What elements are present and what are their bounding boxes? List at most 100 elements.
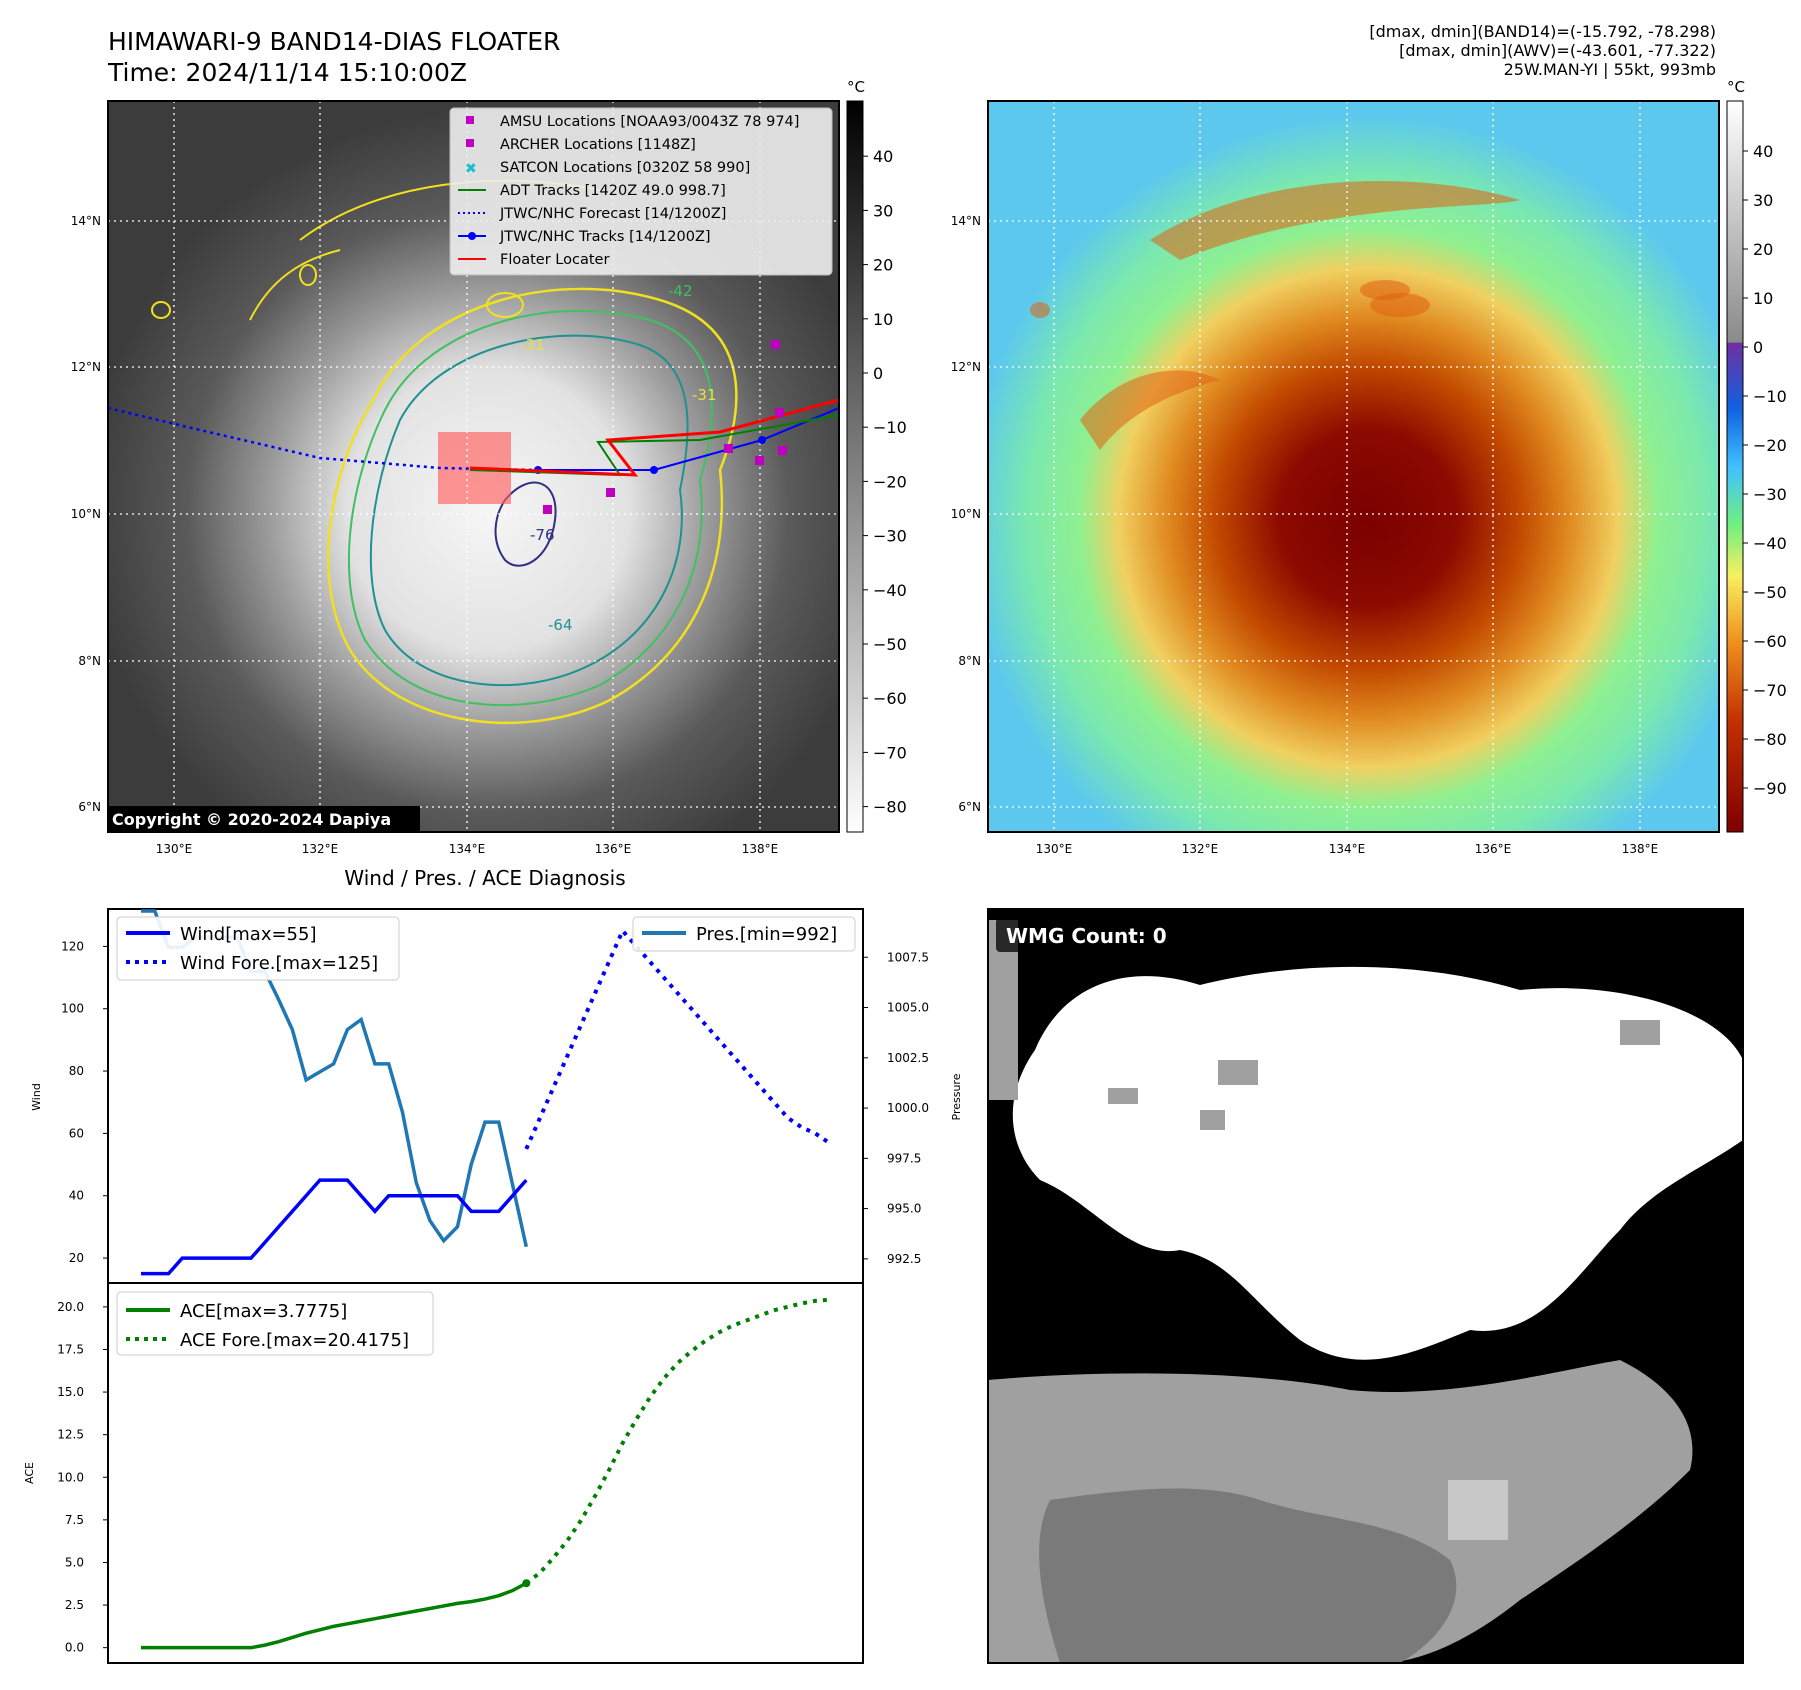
colorbar-tick-label: 10 bbox=[1753, 289, 1773, 308]
legend-amsu: AMSU Locations [NOAA93/0043Z 78 974] bbox=[500, 114, 799, 130]
lat-label-right: 10°N bbox=[951, 507, 981, 521]
contour-label-5: -76 bbox=[530, 526, 555, 544]
lat-label-left: 12°N bbox=[71, 360, 101, 374]
satcon-legend-marker: ✖ bbox=[465, 161, 477, 177]
lon-label-right: 130°E bbox=[1036, 842, 1073, 856]
right-colorbar-unit: °C bbox=[1727, 78, 1745, 96]
pressure-tick-label: 992.5 bbox=[887, 1252, 921, 1266]
ace-ylabel: ACE bbox=[23, 1462, 36, 1484]
right-colorbar-ticks: 40 30 20 10 0 −10 −20 −30 −40 −50 −60 −70 −80 −90 bbox=[1743, 142, 1787, 798]
lat-label-right: 14°N bbox=[951, 214, 981, 228]
wind-tick-label: 20 bbox=[69, 1251, 84, 1265]
track-legend-entries: AMSU Locations [NOAA93/0043Z 78 974] ARC… bbox=[458, 114, 799, 268]
ace-tick-label: 7.5 bbox=[65, 1513, 84, 1527]
ace-tick-label: 10.0 bbox=[57, 1470, 84, 1484]
legend-forecast: JTWC/NHC Forecast [14/1200Z] bbox=[499, 206, 726, 222]
colorbar-tick-label: −40 bbox=[873, 581, 907, 600]
ace-tick-label: 15.0 bbox=[57, 1385, 84, 1399]
colorbar-tick-label: 40 bbox=[1753, 142, 1773, 161]
lat-label-right: 6°N bbox=[958, 800, 981, 814]
contour-teal bbox=[369, 334, 689, 687]
ace-tick-label: 0.0 bbox=[65, 1641, 84, 1655]
pressure-tick-label: 997.5 bbox=[887, 1151, 921, 1165]
wmg-label-bg bbox=[996, 918, 1182, 952]
title-line-1: HIMAWARI-9 BAND14-DIAS FLOATER bbox=[108, 27, 561, 56]
map-coordinate-labels: 14°N 14°N 12°N 12°N 10°N 10°N 8°N 8°N 6°N 6°N 130°… bbox=[71, 214, 1659, 856]
info-line-1: [dmax, dmin](BAND14)=(-15.792, -78.298) bbox=[1369, 22, 1716, 41]
colorbar-tick-label: −70 bbox=[1753, 681, 1787, 700]
colorbar-tick-label: 0 bbox=[873, 364, 883, 383]
lon-label-left: 136°E bbox=[595, 842, 632, 856]
ace-endpoint bbox=[522, 1579, 531, 1588]
pressure-tick-label: 1005.0 bbox=[887, 1001, 929, 1015]
colorbar-tick-label: −40 bbox=[1753, 534, 1787, 553]
lat-label-right: 12°N bbox=[951, 360, 981, 374]
colorbar-tick-label: −10 bbox=[873, 418, 907, 437]
colorbar-tick-label: 30 bbox=[873, 201, 893, 220]
wind-legend-label: Wind[max=55] bbox=[180, 924, 317, 945]
colorbar-tick-label: 40 bbox=[873, 147, 893, 166]
colorbar-tick-label: −60 bbox=[873, 689, 907, 708]
archer-legend-marker bbox=[466, 139, 474, 147]
lon-label-left: 130°E bbox=[156, 842, 193, 856]
lon-label-right: 132°E bbox=[1182, 842, 1219, 856]
lat-label-left: 6°N bbox=[78, 800, 101, 814]
wind-forecast-legend-label: Wind Fore.[max=125] bbox=[180, 953, 378, 974]
contour-label-3: -42 bbox=[668, 282, 693, 300]
colorbar-tick-label: 20 bbox=[873, 256, 893, 275]
wmg-panel: WMG Count: 0 bbox=[987, 908, 1744, 1664]
lon-label-right: 136°E bbox=[1475, 842, 1512, 856]
colorbar-tick-label: −90 bbox=[1753, 779, 1787, 798]
rainband-features bbox=[1030, 180, 1520, 450]
colorbar-tick-label: −20 bbox=[1753, 436, 1787, 455]
copyright-text: Copyright © 2020-2024 Dapiya bbox=[112, 810, 391, 829]
pressure-tick-label: 995.0 bbox=[887, 1202, 921, 1216]
colorbar-tick-label: −30 bbox=[873, 527, 907, 546]
wind-legend bbox=[116, 916, 400, 981]
ace-legend-label: ACE[max=3.7775] bbox=[180, 1301, 347, 1322]
colorbar-tick-label: 20 bbox=[1753, 240, 1773, 259]
left-ir-map: -31 -31 -42 -64 -76 Copyright © 2020-202… bbox=[107, 78, 907, 833]
ace-line bbox=[141, 1581, 528, 1650]
right-ir-map: °C 40 30 20 10 0 −10 −20 −30 −40 −50 −60 −70 −80 −90 bbox=[987, 78, 1787, 833]
ace-tick-label: 17.5 bbox=[57, 1342, 84, 1356]
wmg-white-region bbox=[1012, 966, 1743, 1360]
wind-line bbox=[141, 1178, 528, 1276]
wind-tick-label: 100 bbox=[61, 1002, 84, 1016]
contour-yellow bbox=[327, 287, 738, 725]
colorbar-tick-label: −10 bbox=[1753, 387, 1787, 406]
colorbar-tick-label: −60 bbox=[1753, 632, 1787, 651]
copyright-bg bbox=[108, 806, 420, 832]
pressure-tick-label: 1007.5 bbox=[887, 950, 929, 964]
pressure-tick-label: 1000.0 bbox=[887, 1101, 929, 1115]
pressure-legend bbox=[632, 916, 856, 952]
lon-label-left: 138°E bbox=[742, 842, 779, 856]
jtwc-forecast-line bbox=[108, 406, 539, 472]
pressure-legend-label: Pres.[min=992] bbox=[696, 924, 837, 945]
contour-navy bbox=[494, 481, 557, 567]
ace-forecast-legend-label: ACE Fore.[max=20.4175] bbox=[180, 1330, 409, 1351]
contour-label-2: -31 bbox=[692, 386, 717, 404]
ace-tick-label: 2.5 bbox=[65, 1598, 84, 1612]
colorbar-tick-label: 10 bbox=[873, 310, 893, 329]
left-map-frame bbox=[107, 100, 840, 833]
ace-tick-label: 20.0 bbox=[57, 1300, 84, 1314]
legend-tracks: JTWC/NHC Tracks [14/1200Z] bbox=[499, 229, 711, 245]
lat-label-left: 10°N bbox=[71, 507, 101, 521]
wind-ylabel: Wind bbox=[30, 1083, 43, 1111]
legend-satcon: SATCON Locations [0320Z 58 990] bbox=[500, 160, 750, 176]
colorbar-tick-label: −80 bbox=[1753, 730, 1787, 749]
colorbar-tick-label: 30 bbox=[1753, 191, 1773, 210]
left-colorbar bbox=[846, 100, 864, 833]
ace-tick-label: 12.5 bbox=[57, 1428, 84, 1442]
wind-tick-label: 80 bbox=[69, 1064, 84, 1078]
wind-tick-label: 40 bbox=[69, 1189, 84, 1203]
jtwc-track-line bbox=[538, 407, 839, 471]
lon-label-left: 134°E bbox=[449, 842, 486, 856]
pressure-axis-ticks: 1007.5 1005.0 1002.5 1000.0 997.5 995.0 992.5 bbox=[863, 950, 929, 1266]
colorbar-tick-label: −20 bbox=[873, 472, 907, 491]
storm-info: [dmax, dmin](BAND14)=(-15.792, -78.298) … bbox=[1369, 22, 1716, 79]
track-legend bbox=[449, 107, 833, 276]
left-colorbar-ticks: 40 30 20 10 0 −10 −20 −30 −40 −50 −60 −70 −80 bbox=[863, 147, 907, 817]
